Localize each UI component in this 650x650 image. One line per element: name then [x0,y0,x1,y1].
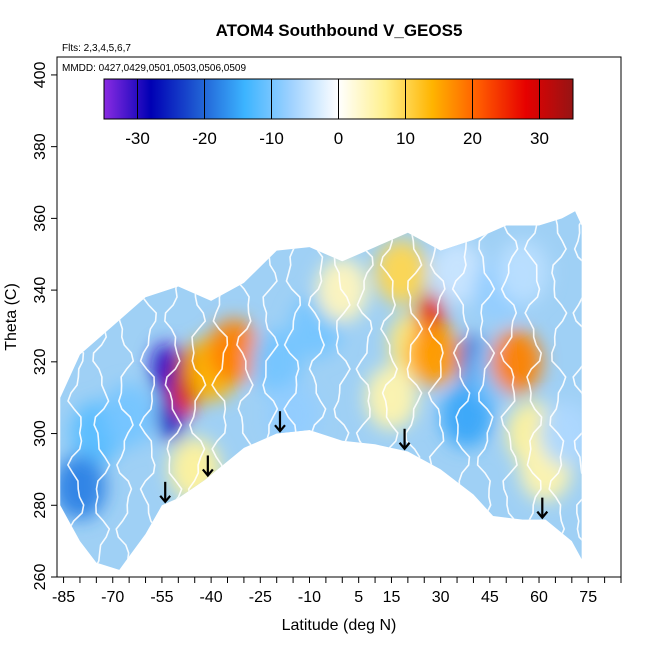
chart-title: ATOM4 Southbound V_GEOS5 [216,21,463,40]
x-axis: -85 -70 -55 -40 -25 -10 5 15 30 45 60 75 [52,577,622,606]
colorbar-ticks: -30 -20 -10 0 10 20 30 [125,79,549,148]
tropopause-arrows [159,411,549,520]
anomaly-mark [490,329,543,394]
tropopause-arrow-head [274,424,286,433]
x-tick-label: -10 [298,589,321,606]
y-tick-label: 400 [32,61,49,88]
colorbar: -30 -20 -10 0 10 20 30 [103,78,574,148]
flights-label: Flts: 2,3,4,5,6,7 [62,43,131,54]
dates-label: MMDD: 0427,0429,0501,0503,0506,0509 [62,63,246,74]
tropopause-arrow-head [201,468,214,478]
x-tick-label: 5 [354,589,363,606]
y-tick-label: 280 [32,492,49,519]
anomaly-mark [375,240,428,305]
y-axis-label: Theta (C) [3,283,20,351]
flight-track [548,211,568,570]
x-tick-label: -85 [52,589,75,606]
anomaly-mark [60,455,106,520]
tropopause-arrow-head [398,442,411,451]
colorbar-tick-label: 30 [530,129,549,148]
x-tick-label: -40 [200,589,223,606]
x-axis-label: Latitude (deg N) [282,617,397,634]
colorbar-tick-label: -20 [192,129,217,148]
flight-track [138,211,159,570]
flight-track [572,211,582,570]
colorbar-tick-label: 0 [334,129,343,148]
y-tick-label: 340 [32,277,49,304]
x-tick-label: 75 [579,589,597,606]
y-tick-label: 360 [32,205,49,232]
tropopause-arrow-head [536,510,549,520]
flight-track [164,211,183,570]
y-tick-label: 320 [32,348,49,375]
flight-track [523,211,544,570]
flight-track [499,211,520,570]
y-tick-label: 260 [32,564,49,591]
y-tick-label: 300 [32,420,49,447]
anomaly-mark [365,365,418,430]
colorbar-tick-label: 10 [396,129,415,148]
colorbar-tick-label: -30 [125,129,150,148]
x-tick-label: -70 [101,589,124,606]
colorbar-tick-label: -10 [259,129,284,148]
x-tick-label: 30 [432,589,450,606]
x-tick-label: -55 [150,589,173,606]
x-tick-label: -25 [249,589,272,606]
y-axis: 260 280 300 320 340 360 380 400 [32,61,57,590]
tropopause-arrow-head [159,495,172,504]
anomaly-mark [250,329,303,394]
flight-track [476,211,496,570]
flight-track [187,211,207,570]
anomaly-mark [267,383,320,448]
anomaly-mark [539,401,582,466]
colorbar-tick-label: 20 [463,129,482,148]
plot-frame [56,56,622,578]
x-tick-label: 60 [530,589,548,606]
y-tick-label: 380 [32,133,49,160]
anomaly-mark [408,322,461,387]
x-tick-label: 15 [383,589,401,606]
x-tick-label: 45 [481,589,499,606]
anomaly-mark [208,319,261,384]
anomaly-mark [496,240,549,305]
